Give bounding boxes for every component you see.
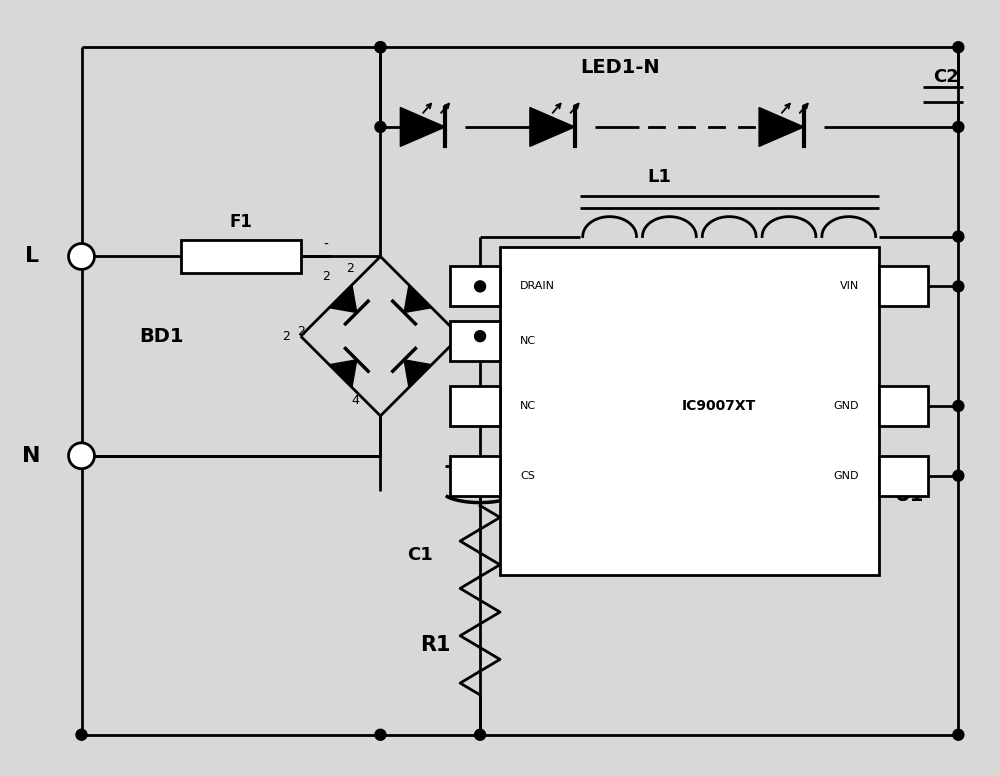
Bar [450,321,500,361]
Text: NC: NC [520,336,536,346]
Text: 2: 2 [297,324,305,338]
Circle shape [953,729,964,740]
Text: C1: C1 [407,546,433,564]
Circle shape [475,331,486,341]
Circle shape [953,470,964,481]
Text: U1: U1 [894,486,923,505]
Bar [450,386,500,426]
Circle shape [375,122,386,133]
Text: L1: L1 [647,168,671,185]
Text: 1: 1 [472,282,479,291]
Circle shape [953,400,964,411]
Circle shape [69,443,94,469]
Text: -: - [323,237,328,251]
Text: 3: 3 [472,401,479,411]
Text: GND: GND [833,401,859,411]
Text: GND: GND [833,471,859,480]
Circle shape [375,42,386,53]
Text: L: L [25,247,39,266]
Bar [450,456,500,496]
Text: LED1-N: LED1-N [580,57,659,77]
Text: 5: 5 [900,471,907,480]
Text: N: N [22,445,41,466]
Text: 6: 6 [900,401,907,411]
Circle shape [953,42,964,53]
Circle shape [69,244,94,269]
Bar [181,240,301,273]
Polygon shape [404,285,432,313]
Bar [450,266,500,307]
Polygon shape [329,360,357,387]
Polygon shape [759,108,804,147]
Text: VIN: VIN [839,282,859,291]
Circle shape [953,281,964,292]
Text: NC: NC [520,401,536,411]
Text: +: + [509,458,521,473]
Text: 2: 2 [347,262,354,275]
Text: 7: 7 [900,282,907,291]
Circle shape [475,281,486,292]
Text: 2: 2 [282,330,290,343]
Bar [879,386,928,426]
Circle shape [375,42,386,53]
Circle shape [953,122,964,133]
Text: F1: F1 [229,213,252,230]
Polygon shape [400,108,445,147]
Text: IC9007XT: IC9007XT [682,399,756,413]
Polygon shape [404,360,432,387]
Text: 2: 2 [322,270,330,283]
Text: 2: 2 [472,336,479,346]
Bar [879,266,928,307]
Polygon shape [530,108,575,147]
Text: R1: R1 [420,635,450,655]
Circle shape [76,729,87,740]
Text: DRAIN: DRAIN [520,282,555,291]
Text: 4: 4 [352,394,359,407]
Text: 4: 4 [472,471,479,480]
Text: BD1: BD1 [139,327,183,345]
Bar [500,247,879,575]
Polygon shape [329,285,357,313]
Text: 3: 3 [476,322,484,334]
Bar [879,456,928,496]
Text: C2: C2 [933,68,959,86]
Circle shape [953,231,964,242]
Circle shape [375,729,386,740]
Circle shape [475,729,486,740]
Text: CS: CS [520,471,535,480]
